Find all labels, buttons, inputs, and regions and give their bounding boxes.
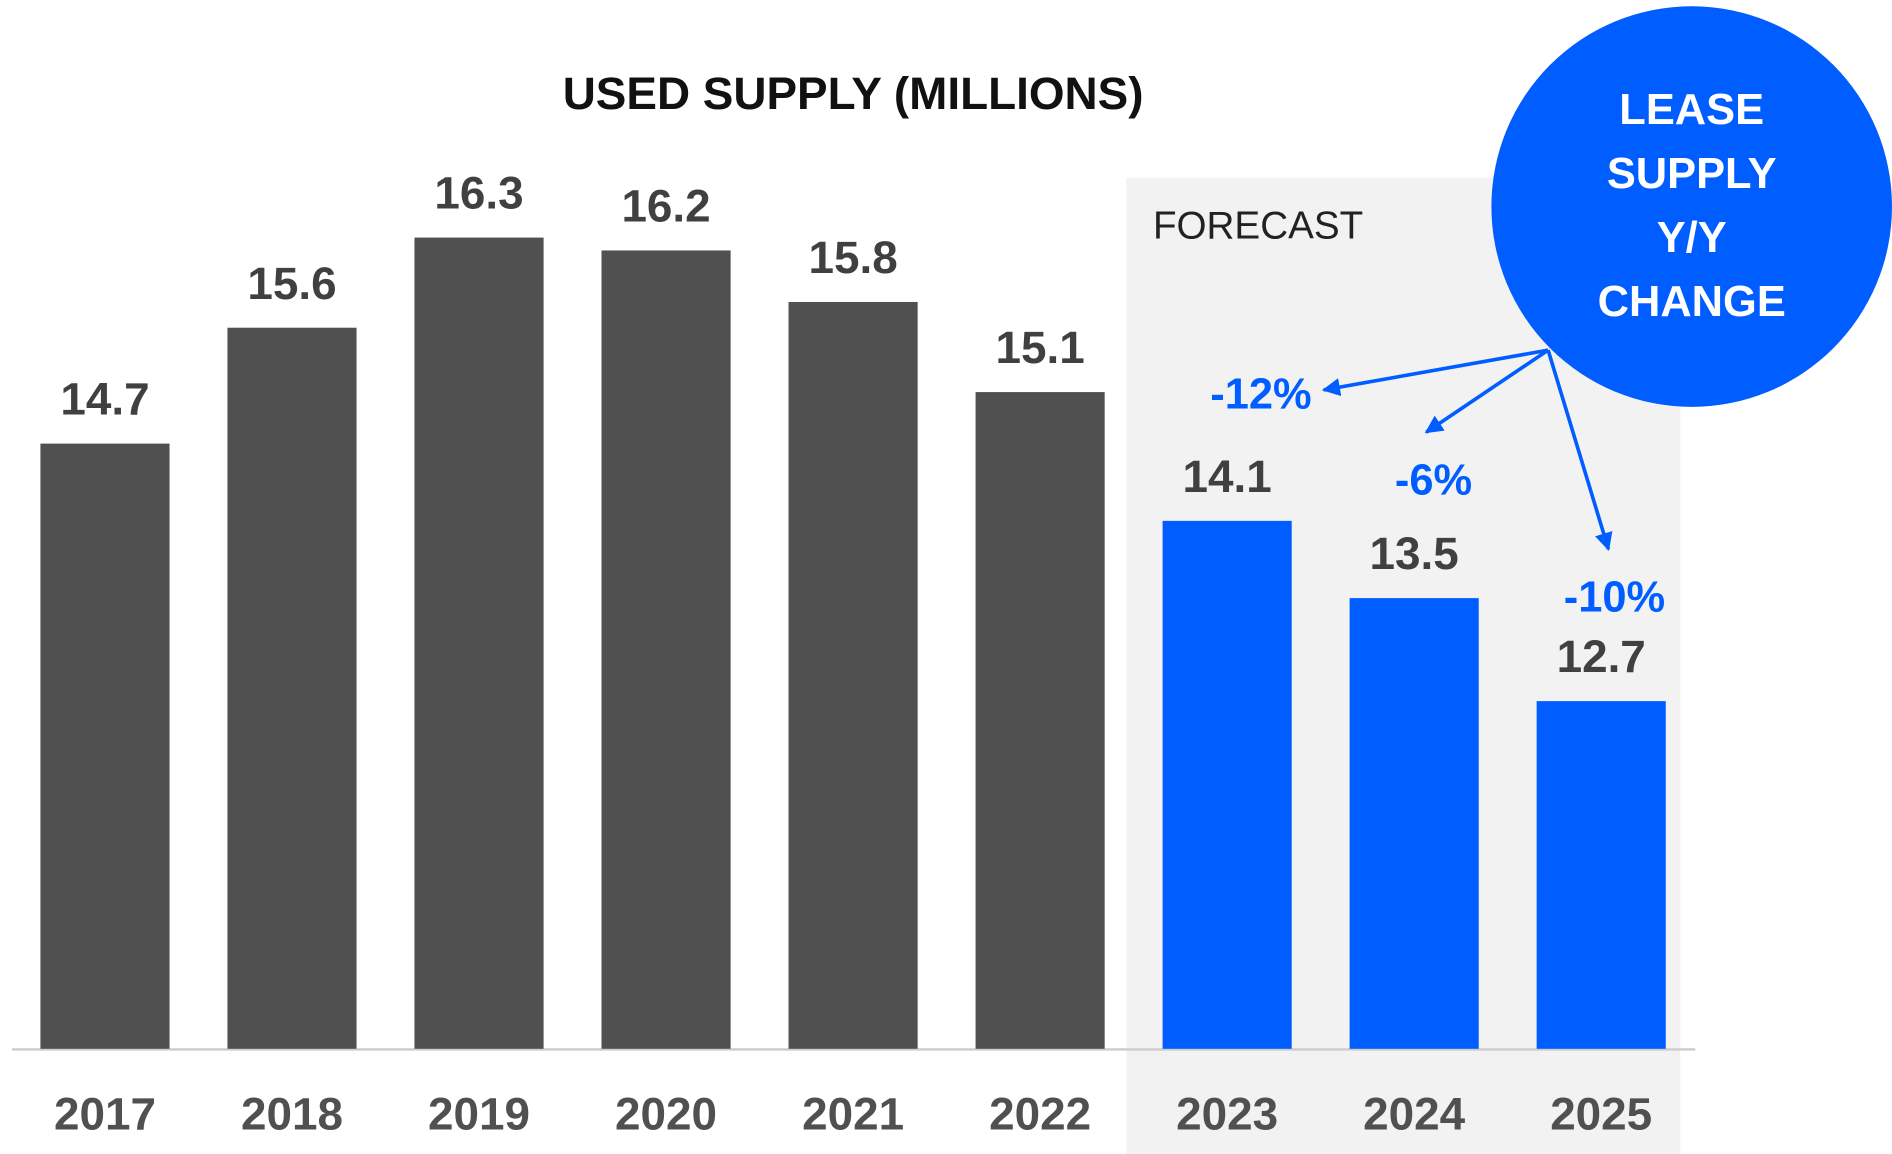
bubble-text: Y/Y	[1657, 214, 1727, 262]
value-label: 13.5	[1370, 527, 1459, 579]
value-label: 14.7	[60, 373, 149, 425]
bar	[1536, 701, 1666, 1049]
bar	[1162, 520, 1292, 1049]
forecast-label: FORECAST	[1153, 204, 1363, 247]
value-label: 16.2	[621, 180, 710, 232]
bubble-text: CHANGE	[1598, 278, 1786, 326]
change-label: -12%	[1210, 371, 1311, 419]
bar	[414, 237, 544, 1049]
x-tick-label: 2021	[802, 1088, 904, 1140]
value-label: 15.6	[247, 257, 336, 309]
x-tick-label: 2018	[241, 1088, 343, 1140]
bubble-text: LEASE	[1619, 86, 1764, 134]
bar	[1349, 598, 1479, 1049]
x-tick-label: 2019	[428, 1088, 530, 1140]
change-label: -10%	[1564, 573, 1665, 621]
value-label: 15.8	[808, 231, 897, 283]
lease-bubble	[1491, 6, 1892, 407]
arrow	[1424, 348, 1550, 434]
x-tick-label: 2025	[1550, 1088, 1652, 1140]
x-tick-label: 2022	[989, 1088, 1091, 1140]
value-label: 12.7	[1557, 630, 1646, 682]
bar	[40, 443, 170, 1049]
bar	[227, 327, 357, 1049]
bar	[601, 250, 731, 1049]
bubble-text: SUPPLY	[1607, 150, 1777, 198]
x-tick-label: 2023	[1176, 1088, 1278, 1140]
bar	[975, 392, 1105, 1049]
value-label: 14.1	[1183, 450, 1272, 502]
arrow	[1546, 349, 1613, 551]
x-tick-label: 2020	[615, 1088, 717, 1140]
arrows	[1321, 348, 1613, 551]
chart-title: USED SUPPLY (MILLIONS)	[563, 67, 1144, 119]
change-label: -6%	[1395, 456, 1472, 504]
x-tick-label: 2024	[1363, 1088, 1465, 1140]
value-label: 16.3	[434, 167, 523, 219]
value-label: 15.1	[996, 321, 1085, 373]
arrow	[1321, 348, 1549, 397]
bar	[788, 301, 918, 1049]
x-tick-label: 2017	[54, 1088, 156, 1140]
